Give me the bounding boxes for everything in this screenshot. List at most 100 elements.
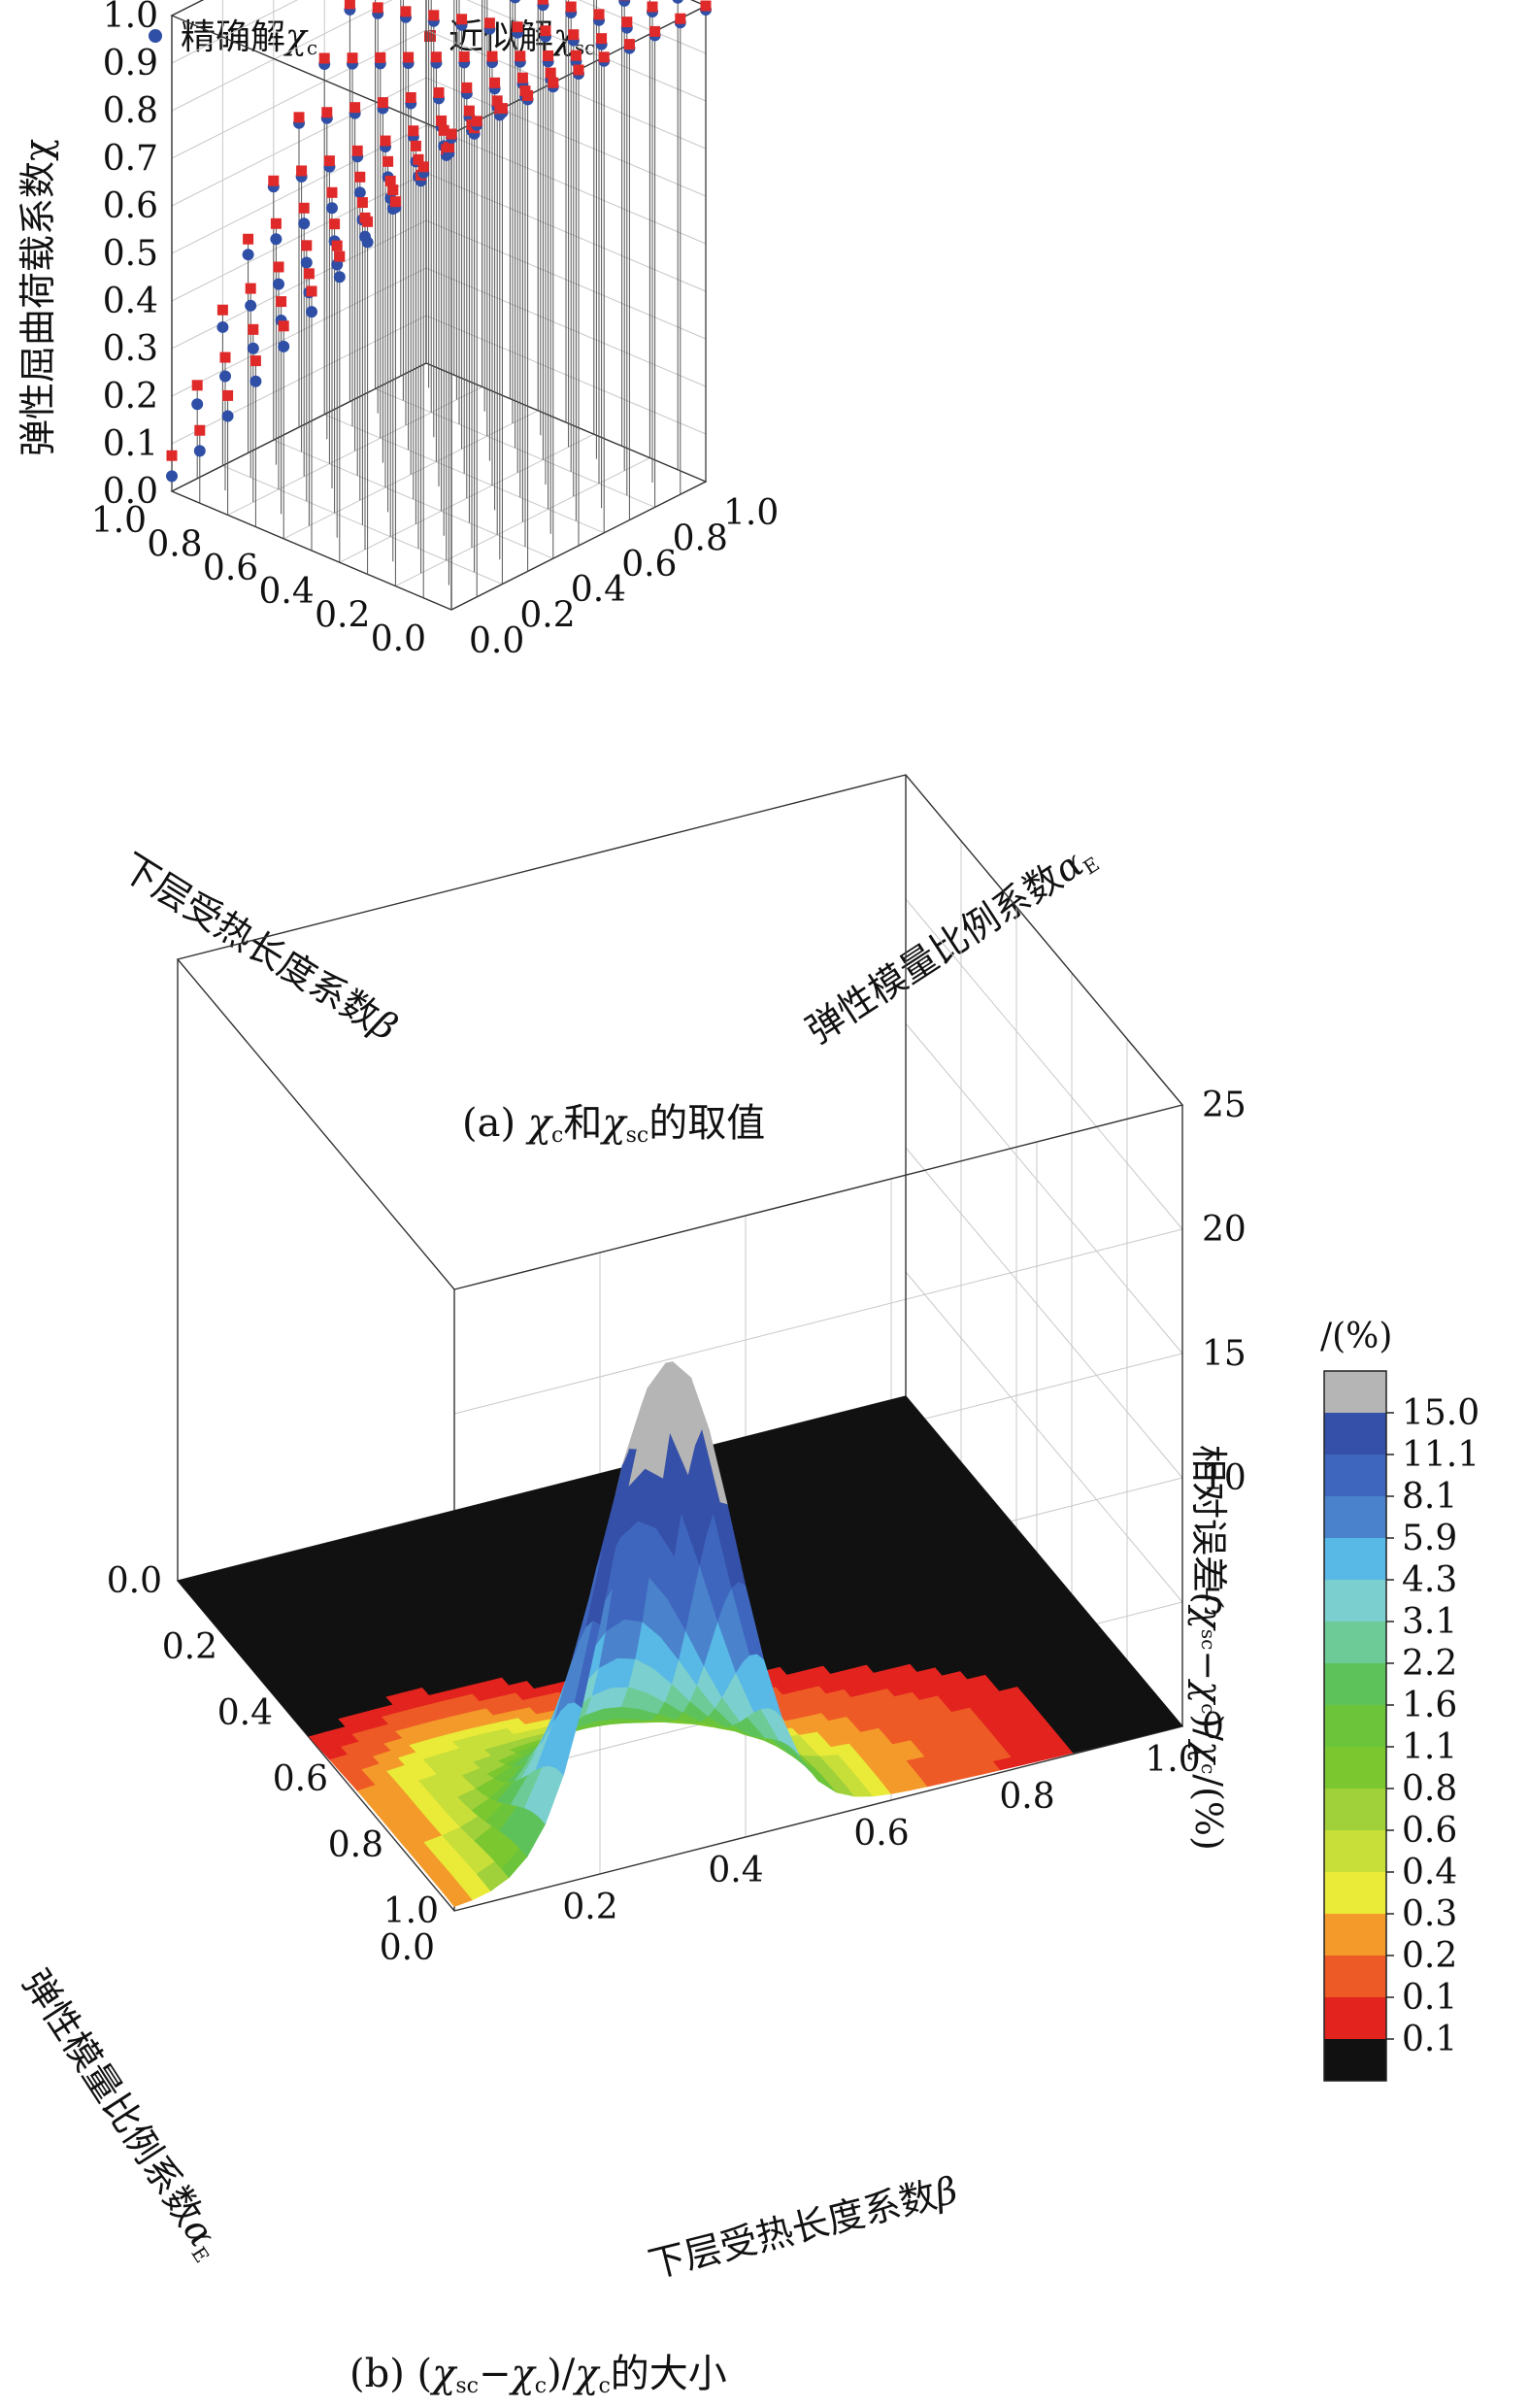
point-exact: [510, 0, 520, 4]
point-approx: [372, 2, 383, 14]
point-approx: [598, 51, 610, 63]
colorbar-swatch: [1324, 1580, 1386, 1622]
point-approx: [306, 285, 317, 297]
point-approx: [438, 124, 449, 136]
point-approx: [191, 380, 203, 391]
point-approx: [248, 323, 259, 335]
beta-axis-label-a: 下层受热长度系数β: [114, 845, 405, 1049]
colorbar-swatch: [1324, 1371, 1386, 1413]
point-approx: [351, 145, 363, 156]
point-approx: [298, 202, 310, 214]
point-exact: [361, 236, 374, 249]
alpha-tick-label-a: 0.0: [469, 621, 524, 661]
point-approx: [623, 39, 635, 50]
colorbar-swatch: [1324, 1830, 1386, 1872]
point-approx: [543, 50, 554, 61]
caption-a: (a) χc和χsc的取值: [462, 1101, 765, 1148]
point-approx: [471, 116, 482, 127]
point-approx: [675, 13, 686, 24]
colorbar-label: 0.2: [1402, 1936, 1457, 1976]
point-approx: [243, 233, 254, 245]
z-axis-label-b: 相对误差(χsc−χc)/χc/(%): [1187, 1445, 1230, 1851]
colorbar-label: 1.1: [1402, 1727, 1457, 1767]
point-approx: [405, 92, 416, 104]
panel-b-z-tick-labels: 0 5 10 15 20 25: [1202, 1086, 1246, 1747]
legend-exact-marker: [149, 29, 162, 43]
colorbar-label: 0.1: [1402, 1978, 1457, 2018]
panel-b-surface: [177, 1361, 1183, 1907]
alpha-tick-label-a: 0.6: [621, 545, 677, 585]
frame-top: [170, 0, 708, 135]
point-approx: [296, 165, 308, 177]
point-approx: [219, 351, 231, 363]
colorbar-label: 0.3: [1402, 1894, 1457, 1934]
panel-a-points: [166, 0, 712, 483]
point-approx: [548, 77, 559, 88]
point-exact: [270, 233, 283, 246]
point-exact: [618, 0, 631, 7]
colorbar-swatch: [1324, 1663, 1386, 1705]
point-approx: [573, 64, 584, 76]
beta-tick-label-a: 0.6: [203, 549, 258, 588]
colorbar-label: 11.1: [1402, 1435, 1479, 1475]
colorbar-swatch: [1324, 1956, 1386, 1997]
point-approx: [570, 50, 582, 61]
gridline: [171, 0, 707, 64]
panel-a-alpha-tick-labels: 0.00.20.40.60.81.0: [469, 493, 779, 661]
colorbar-label: 8.1: [1402, 1477, 1457, 1517]
point-approx: [347, 52, 358, 64]
colorbar-swatch: [1324, 1622, 1386, 1663]
point-approx: [382, 155, 394, 167]
point-exact: [278, 340, 290, 352]
point-approx: [456, 14, 468, 25]
colorbar-swatch: [1324, 1705, 1386, 1747]
colorbar-label: 0.4: [1402, 1853, 1457, 1892]
svg-text:精确解χc: 精确解χc: [181, 17, 317, 59]
point-approx: [461, 82, 473, 93]
colorbar: /(%) 15.011.18.15.94.33.12.21.61.10.80.6…: [1320, 1317, 1479, 2082]
point-approx: [273, 261, 284, 273]
point-approx: [384, 175, 396, 186]
colorbar-swatch: [1324, 1997, 1386, 2039]
point-exact: [298, 217, 311, 230]
legend-exact-name: 精确解: [181, 17, 285, 57]
colorbar-label: 3.1: [1402, 1602, 1457, 1642]
z-tick-label-a: 0.6: [103, 186, 158, 226]
alpha-tick-label-b: 0.2: [162, 1627, 217, 1667]
point-exact: [300, 256, 313, 269]
beta-axis-label-b: 下层受热长度系数β: [645, 2168, 962, 2287]
point-exact: [249, 375, 262, 387]
panel-b-alpha-tick-labels: 0.00.20.40.60.81.0: [107, 1561, 439, 1931]
point-approx: [329, 218, 341, 230]
point-approx: [446, 128, 457, 140]
point-approx: [362, 216, 374, 227]
legend-a: 精确解χc 近似解χsc: [149, 17, 595, 59]
colorbar-label: 15.0: [1402, 1393, 1479, 1433]
colorbar-swatch: [1324, 1789, 1386, 1830]
point-approx: [413, 153, 424, 165]
z-tick-label-a: 0.5: [103, 234, 158, 274]
colorbar-swatch: [1324, 1747, 1386, 1789]
colorbar-title: /(%): [1320, 1317, 1392, 1356]
point-exact: [193, 445, 206, 457]
alpha-tick-label-b: 0.0: [107, 1561, 162, 1601]
colorbar-label: 0.6: [1402, 1811, 1457, 1851]
alpha-tick-label-b: 0.4: [217, 1693, 273, 1733]
beta-tick-label-b: 0.8: [999, 1777, 1054, 1817]
point-approx: [375, 51, 386, 63]
legend-exact-symbol: χ: [283, 17, 309, 57]
colorbar-label: 2.2: [1402, 1644, 1457, 1684]
point-approx: [377, 97, 388, 109]
point-approx: [321, 107, 333, 118]
beta-tick-label-b: 0.6: [853, 1814, 909, 1854]
point-exact: [333, 271, 346, 284]
beta-tick-label-a: 0.0: [371, 619, 426, 659]
point-approx: [268, 175, 280, 186]
beta-tick-label-b: 1.0: [1145, 1740, 1200, 1780]
point-approx: [222, 389, 234, 401]
alpha-tick-label-b: 0.6: [273, 1759, 328, 1799]
point-approx: [334, 251, 346, 262]
point-approx: [458, 50, 470, 62]
point-exact: [353, 186, 366, 199]
panel-b-beta-tick-labels: 0.20.40.60.81.00.0: [380, 1740, 1201, 1968]
